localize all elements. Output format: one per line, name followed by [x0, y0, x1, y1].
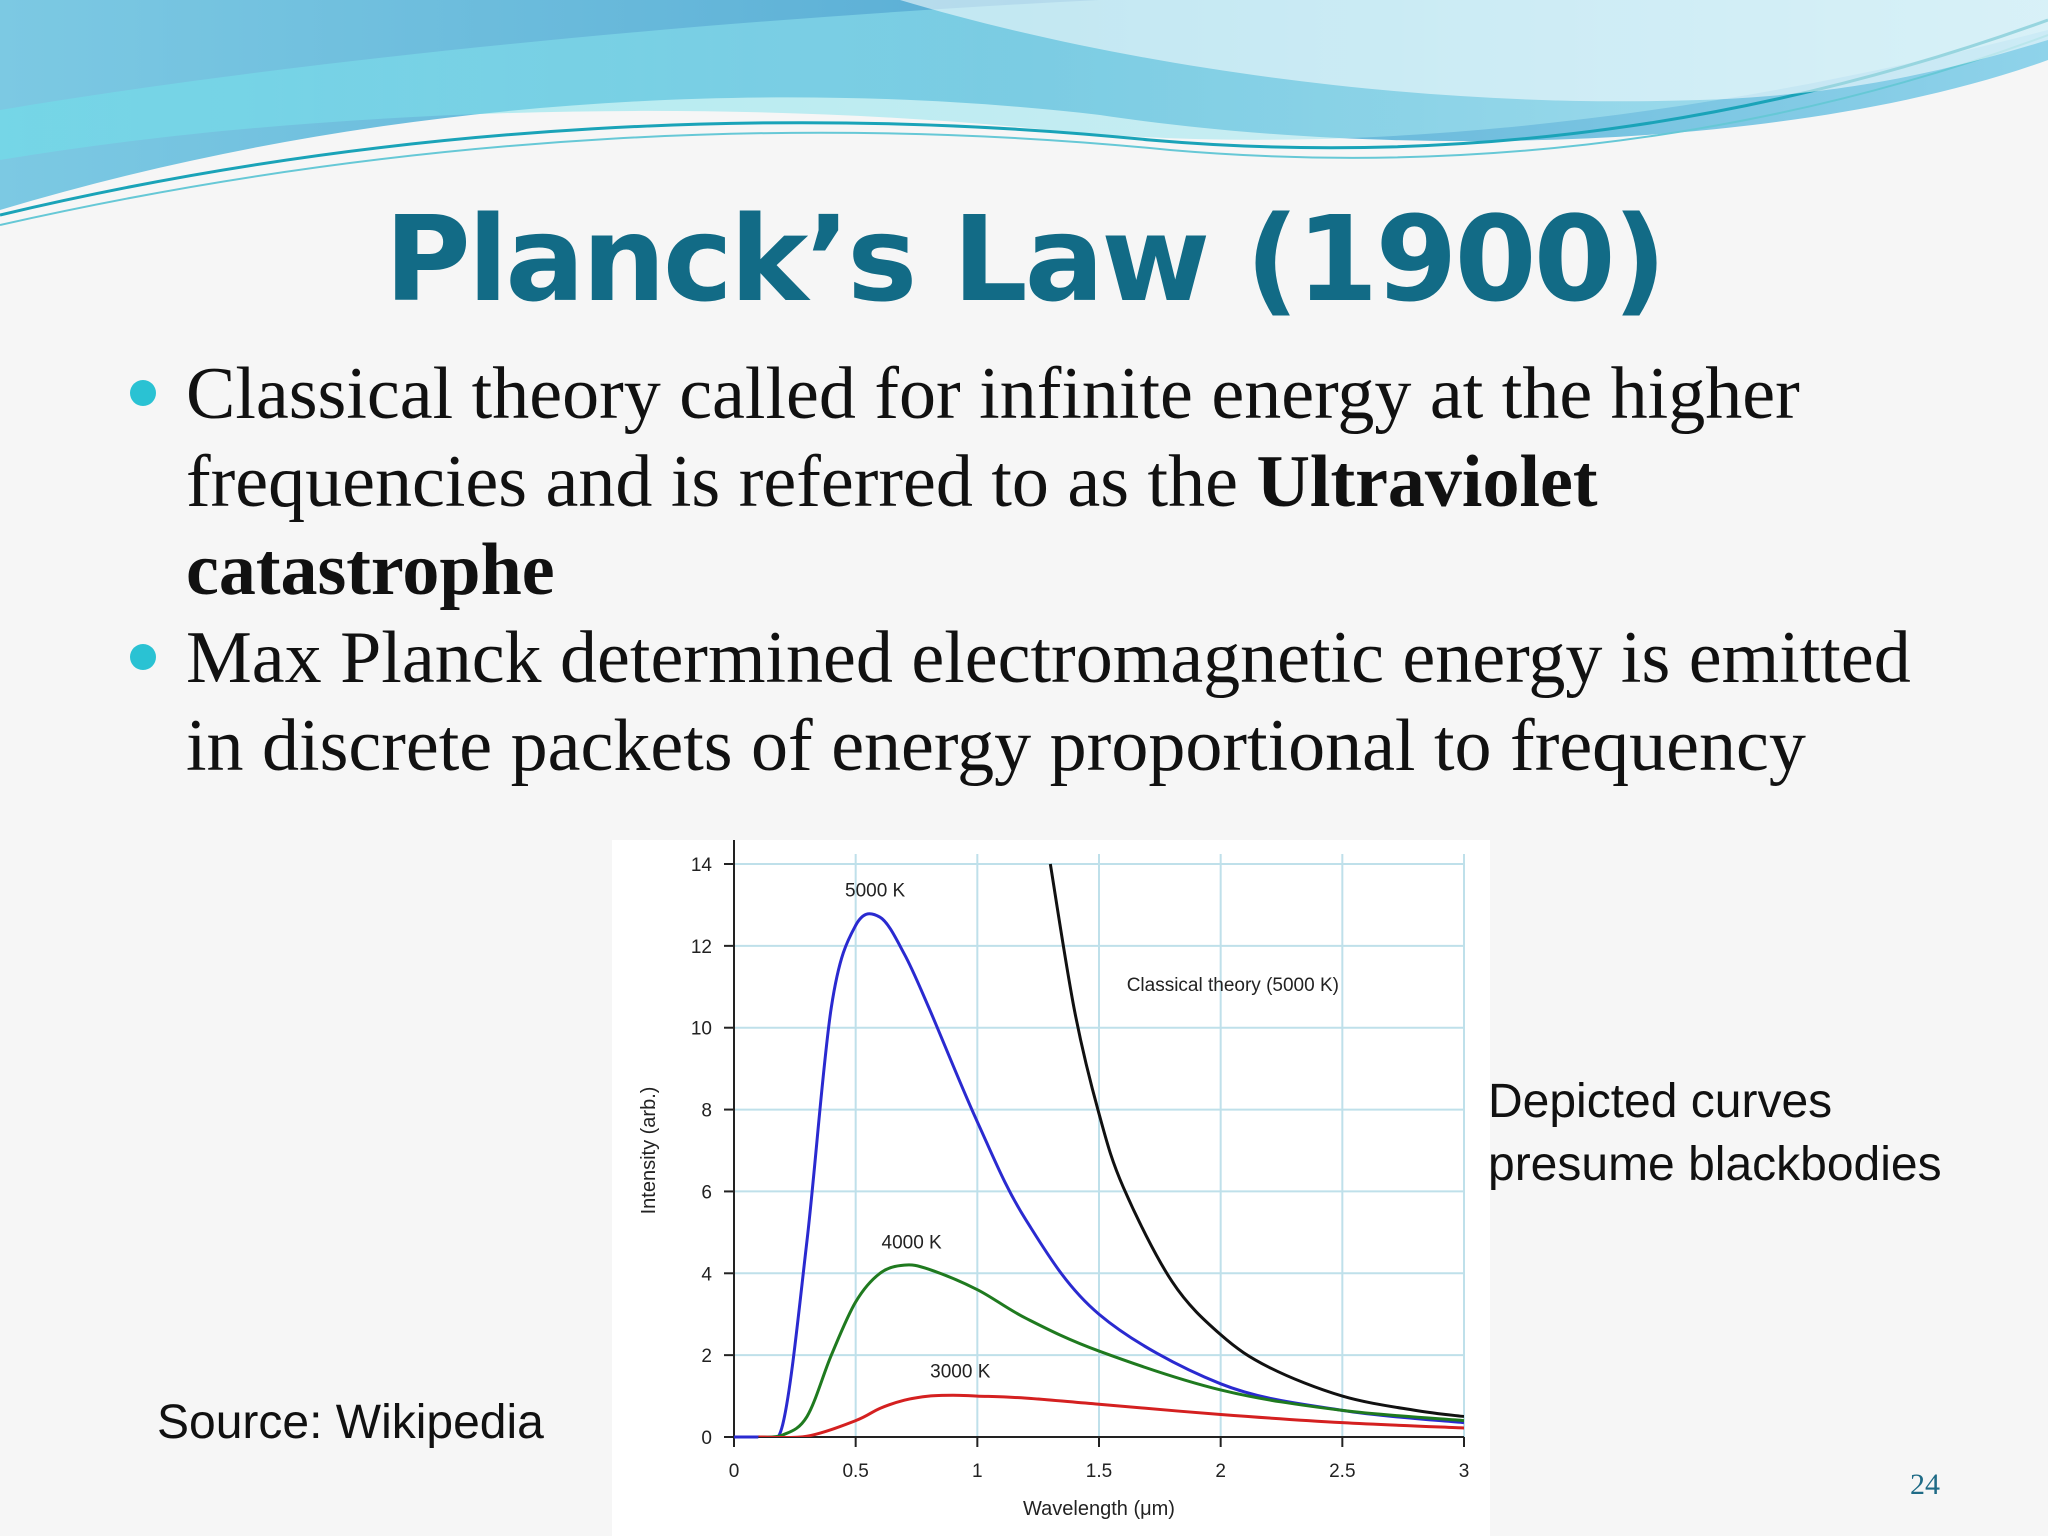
bullet-emphasis: Ultraviolet catastrophe [186, 441, 1598, 611]
x-tick-label: 0.5 [842, 1461, 868, 1482]
x-tick-label: 1.5 [1086, 1461, 1112, 1482]
y-tick-label: 14 [691, 855, 713, 876]
series-label: Classical theory (5000 K) [1127, 975, 1339, 996]
x-tick-label: 1 [972, 1461, 983, 1482]
bullet-item: Max Planck determined electromagnetic en… [130, 614, 1950, 790]
series-line-4000-k [758, 1263, 1464, 1437]
y-tick-label: 2 [701, 1346, 712, 1367]
chart-canvas: 0 0.5 1 1.5 2 2.5 3 0 2 4 6 8 10 12 14 Wavelength (μm) I… [638, 840, 1470, 1520]
x-tick-label: 3 [1459, 1461, 1470, 1482]
y-tick-label: 8 [701, 1101, 712, 1122]
series-label: 4000 K [882, 1233, 943, 1254]
series-label: 5000 K [845, 881, 906, 902]
y-tick-label: 6 [701, 1182, 712, 1203]
series-line-5000-k [757, 912, 1464, 1437]
series-label: 3000 K [930, 1362, 991, 1383]
y-tick-label: 0 [701, 1428, 712, 1449]
y-tick-label: 4 [701, 1264, 712, 1285]
y-axis-title: Intensity (arb.) [638, 1087, 660, 1215]
side-note: Depicted curves presume blackbodies [1488, 1075, 1942, 1191]
x-tick-label: 2.5 [1329, 1461, 1355, 1482]
page-number: 24 [1910, 1468, 1940, 1501]
bullet-icon [130, 380, 156, 406]
header-wave-decoration [0, 0, 2048, 226]
x-tick-label: 0 [729, 1461, 740, 1482]
x-tick-label: 2 [1215, 1461, 1226, 1482]
y-tick-label: 10 [691, 1019, 712, 1040]
bullet-text: Classical theory called for infinite ene… [186, 353, 1800, 523]
y-tick-label: 12 [691, 937, 712, 958]
slide-title: Planck’s Law (1900) [384, 190, 1666, 328]
bullet-icon [130, 644, 156, 670]
series-line-3000-k [758, 1393, 1464, 1437]
bullet-text: Max Planck determined electromagnetic en… [186, 617, 1911, 787]
source-credit: Source: Wikipedia [157, 1396, 544, 1449]
series-line-classical-theory-5000-k [1048, 863, 1464, 1419]
blackbody-chart: 0 0.5 1 1.5 2 2.5 3 0 2 4 6 8 10 12 14 Wavelength (μm) I… [612, 840, 1490, 1536]
bullet-item: Classical theory called for infinite ene… [130, 350, 1950, 614]
bullet-list: Classical theory called for infinite ene… [130, 350, 1950, 790]
x-axis-title: Wavelength (μm) [1023, 1498, 1175, 1520]
